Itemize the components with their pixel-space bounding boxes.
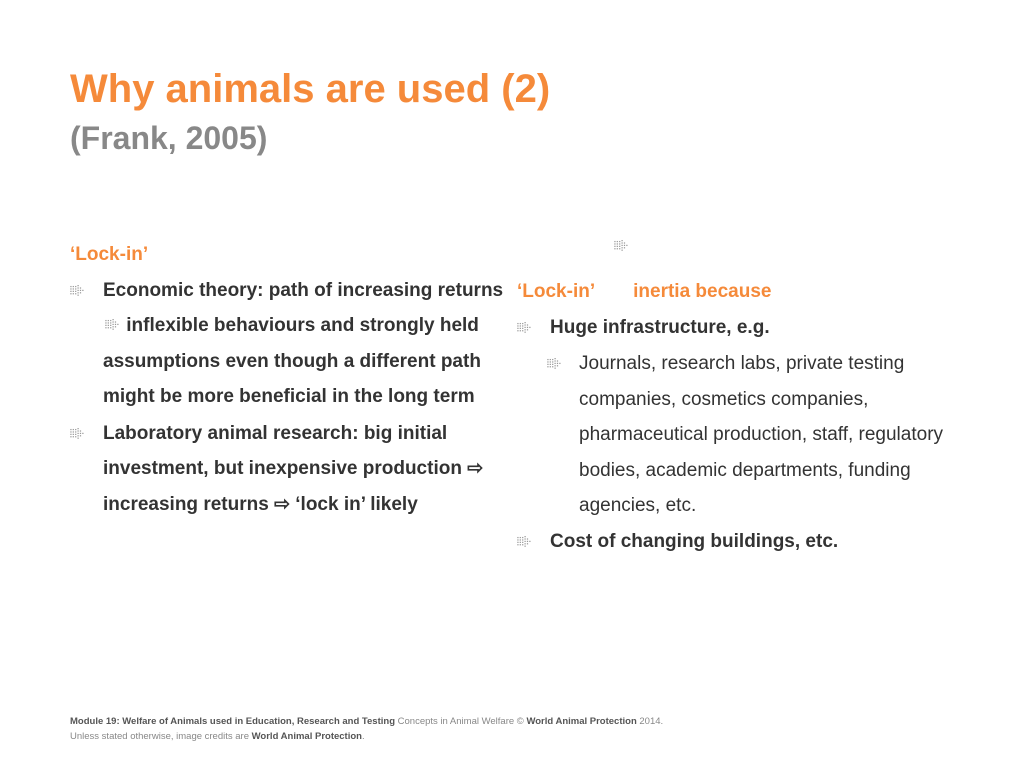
bullet-text: inflexible behaviours and strongly held … xyxy=(103,315,481,407)
left-heading: ‘Lock-in’ xyxy=(70,244,149,265)
left-bullet-list: Economic theory: path of increasing retu… xyxy=(70,273,520,523)
list-item: Journals, research labs, private testing… xyxy=(547,346,947,524)
list-item: Laboratory animal research: big initial … xyxy=(70,416,520,523)
bullet-text: Laboratory animal research: big initial … xyxy=(103,422,468,480)
slide-title: Why animals are used (2) xyxy=(70,67,551,111)
right-heading-lock-in: ‘Lock-in’ xyxy=(517,281,596,302)
bullet-text: Economic theory: path of increasing retu… xyxy=(103,279,504,301)
dotted-arrow-icon xyxy=(517,321,531,333)
list-item: Cost of changing buildings, etc. xyxy=(517,524,947,560)
right-heading: ‘Lock-in’ inertia because xyxy=(517,274,947,310)
list-item: Economic theory: path of increasing retu… xyxy=(70,273,520,415)
right-arrow-icon: ⇨ xyxy=(467,458,484,479)
slide-subtitle: (Frank, 2005) xyxy=(70,120,268,156)
footer-line-2: Unless stated otherwise, image credits a… xyxy=(70,729,663,744)
list-item: Huge infrastructure, e.g. xyxy=(517,310,947,346)
footer-year: 2014. xyxy=(636,716,664,727)
bullet-text: ‘lock in’ likely xyxy=(289,493,418,515)
footer-credits-prefix: Unless stated otherwise, image credits a… xyxy=(70,731,252,742)
dotted-arrow-icon xyxy=(547,358,561,369)
bullet-text: Huge infrastructure, e.g. xyxy=(550,316,770,338)
sub-bullet-text: Journals, research labs, private testing… xyxy=(579,353,944,516)
footer-credits-org: World Animal Protection xyxy=(251,731,362,742)
right-heading-inertia: inertia because xyxy=(633,281,772,302)
bullet-text: Cost of changing buildings, etc. xyxy=(550,530,839,552)
slide-footer: Module 19: Welfare of Animals used in Ed… xyxy=(70,714,663,744)
dotted-arrow-icon xyxy=(614,240,628,251)
right-sub-list: Journals, research labs, private testing… xyxy=(517,346,947,524)
dotted-arrow-icon xyxy=(105,319,119,330)
right-bullet-list-2: Cost of changing buildings, etc. xyxy=(517,524,947,560)
footer-credits-suffix: . xyxy=(361,731,365,742)
bullet-text: increasing returns xyxy=(103,493,275,515)
dotted-arrow-icon xyxy=(70,284,84,296)
right-column: ‘Lock-in’ inertia because Huge infrastruc… xyxy=(517,274,947,560)
footer-concepts: Concepts in Animal Welfare © xyxy=(395,716,527,727)
right-bullet-list: Huge infrastructure, e.g. xyxy=(517,310,947,346)
dotted-arrow-icon xyxy=(70,427,84,439)
right-arrow-icon: ⇨ xyxy=(274,493,290,515)
dotted-arrow-icon xyxy=(517,535,531,547)
left-column: ‘Lock-in’ Economic theory: path of incre… xyxy=(70,237,520,523)
footer-module: Module 19: Welfare of Animals used in Ed… xyxy=(70,716,395,727)
footer-org: World Animal Protection xyxy=(526,716,637,727)
footer-line-1: Module 19: Welfare of Animals used in Ed… xyxy=(70,714,663,729)
